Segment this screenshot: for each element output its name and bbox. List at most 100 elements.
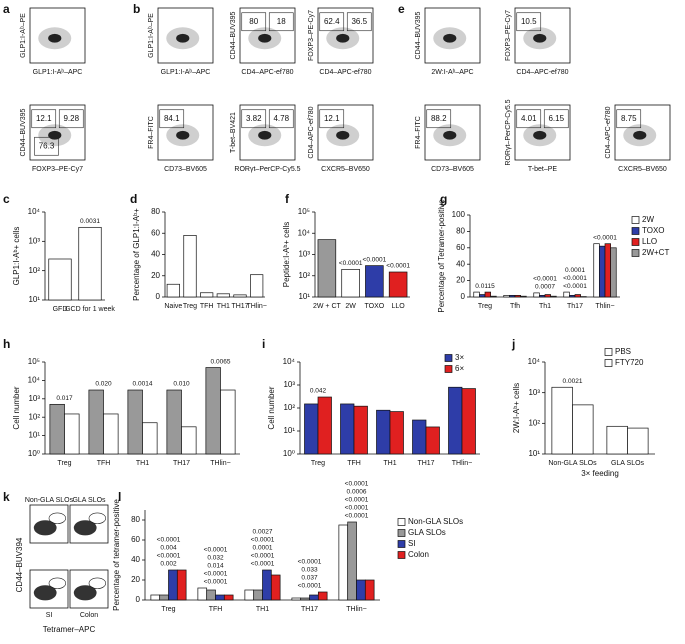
x-axis-label: CXCR5–BV650 bbox=[321, 166, 370, 173]
cell-core bbox=[633, 130, 647, 140]
bar bbox=[473, 291, 480, 298]
p-value: <0.0001 bbox=[339, 260, 363, 267]
gate-value: 12.1 bbox=[324, 114, 340, 123]
y-axis-label: Percentage of GLP1:I-Aᵇ+ bbox=[132, 208, 141, 301]
gate-value: 10.5 bbox=[521, 17, 537, 26]
x-tick-label: Th17 bbox=[567, 303, 583, 310]
gate bbox=[319, 109, 345, 129]
bar bbox=[574, 294, 581, 298]
cell-core bbox=[258, 33, 272, 43]
y-tick-label: 10³ bbox=[28, 394, 40, 403]
p-value: <0.0001 bbox=[533, 276, 557, 283]
gate bbox=[516, 12, 542, 32]
p-value: 0.032 bbox=[207, 555, 224, 562]
gate bbox=[241, 12, 267, 32]
bar bbox=[142, 422, 158, 455]
legend-label: FTY720 bbox=[615, 358, 644, 367]
bar bbox=[48, 258, 72, 301]
y-axis-label: CD44–BUV395 bbox=[20, 108, 27, 156]
cell-core bbox=[533, 33, 547, 43]
y-tick-label: 10⁵ bbox=[28, 357, 40, 366]
bar bbox=[479, 294, 486, 298]
bar bbox=[291, 597, 302, 601]
gate bbox=[34, 136, 59, 156]
bar bbox=[220, 389, 236, 455]
p-value: <0.0001 bbox=[345, 481, 369, 488]
bar bbox=[484, 291, 491, 298]
bar bbox=[216, 293, 230, 298]
bar bbox=[412, 419, 427, 455]
bar bbox=[365, 265, 384, 298]
panel-label: c bbox=[3, 192, 10, 206]
bar bbox=[181, 426, 197, 455]
bar bbox=[544, 294, 551, 298]
x-axis-label: CD73–BV605 bbox=[164, 166, 207, 173]
bar bbox=[490, 295, 497, 298]
bar bbox=[353, 405, 368, 455]
x-tick-label: TFH bbox=[209, 606, 223, 613]
x-axis-label: CD73–BV605 bbox=[431, 166, 474, 173]
x-tick-label: GCD for 1 week bbox=[65, 306, 115, 313]
y-tick-label: 10¹ bbox=[528, 449, 540, 458]
bar bbox=[78, 226, 102, 301]
p-value: <0.0001 bbox=[298, 583, 322, 590]
bar bbox=[338, 524, 349, 601]
plot-frame bbox=[424, 104, 481, 161]
p-value: 0.0115 bbox=[475, 283, 495, 290]
plot-title: Colon bbox=[80, 612, 98, 619]
x-tick-label: 2W bbox=[345, 303, 356, 310]
gate-value: 36.5 bbox=[351, 17, 367, 26]
x-axis-label: GLP1:I-Aᵇ–APC bbox=[33, 69, 83, 76]
y-axis-label: CD44–BUV394 bbox=[15, 537, 24, 592]
panel-label: k bbox=[3, 490, 10, 504]
cell-core bbox=[48, 33, 62, 43]
bar bbox=[206, 589, 216, 601]
bar bbox=[604, 243, 611, 298]
x-tick-label: THlin− bbox=[246, 303, 266, 310]
p-value: <0.0001 bbox=[157, 553, 181, 560]
cell-core bbox=[48, 130, 62, 140]
cell-core bbox=[443, 33, 457, 43]
x-tick-label: TH1 bbox=[256, 606, 269, 613]
bar bbox=[599, 245, 606, 298]
x-tick-label: TFH bbox=[97, 460, 111, 467]
plot-title: SI bbox=[46, 612, 53, 619]
x-tick-label: Treg bbox=[161, 606, 175, 613]
x-tick-label: Th1 bbox=[539, 303, 551, 310]
bar bbox=[610, 247, 617, 298]
panel-label: g bbox=[440, 192, 447, 206]
bar bbox=[514, 295, 521, 298]
bar bbox=[49, 403, 65, 455]
bar bbox=[364, 579, 375, 601]
cell-core bbox=[176, 33, 190, 43]
panel-label: j bbox=[511, 337, 515, 351]
p-value: <0.0001 bbox=[563, 275, 587, 282]
cell-cloud bbox=[33, 520, 57, 536]
gate bbox=[58, 109, 84, 129]
gate-value: 9.28 bbox=[63, 114, 79, 123]
legend-swatch bbox=[631, 249, 640, 257]
plot-frame bbox=[614, 104, 671, 161]
y-tick-label: 0 bbox=[136, 595, 141, 604]
p-value: <0.0001 bbox=[363, 256, 387, 263]
y-tick-label: 60 bbox=[151, 228, 160, 237]
bar bbox=[200, 292, 214, 298]
p-value: 0.0021 bbox=[563, 378, 583, 385]
y-tick-label: 0 bbox=[461, 292, 466, 301]
y-tick-label: 10⁵ bbox=[298, 207, 310, 216]
gate bbox=[88, 512, 107, 524]
legend-label: SI bbox=[408, 539, 416, 548]
bar bbox=[103, 413, 119, 455]
y-tick-label: 10¹ bbox=[298, 292, 310, 301]
bar bbox=[233, 294, 247, 298]
bar bbox=[244, 589, 255, 601]
x-axis-label: CD4–APC-ef780 bbox=[319, 69, 371, 76]
panel-label: h bbox=[3, 337, 10, 351]
bar bbox=[520, 295, 527, 298]
x-axis-label: 2W:I-Aᵇ–APC bbox=[431, 69, 473, 76]
y-axis-label: RORγt–PerCP-Cy5.5 bbox=[505, 99, 512, 165]
plot-title: GLA SLOs bbox=[72, 497, 106, 504]
panel-label: d bbox=[130, 192, 137, 206]
x-tick-label: THlin− bbox=[452, 460, 472, 467]
